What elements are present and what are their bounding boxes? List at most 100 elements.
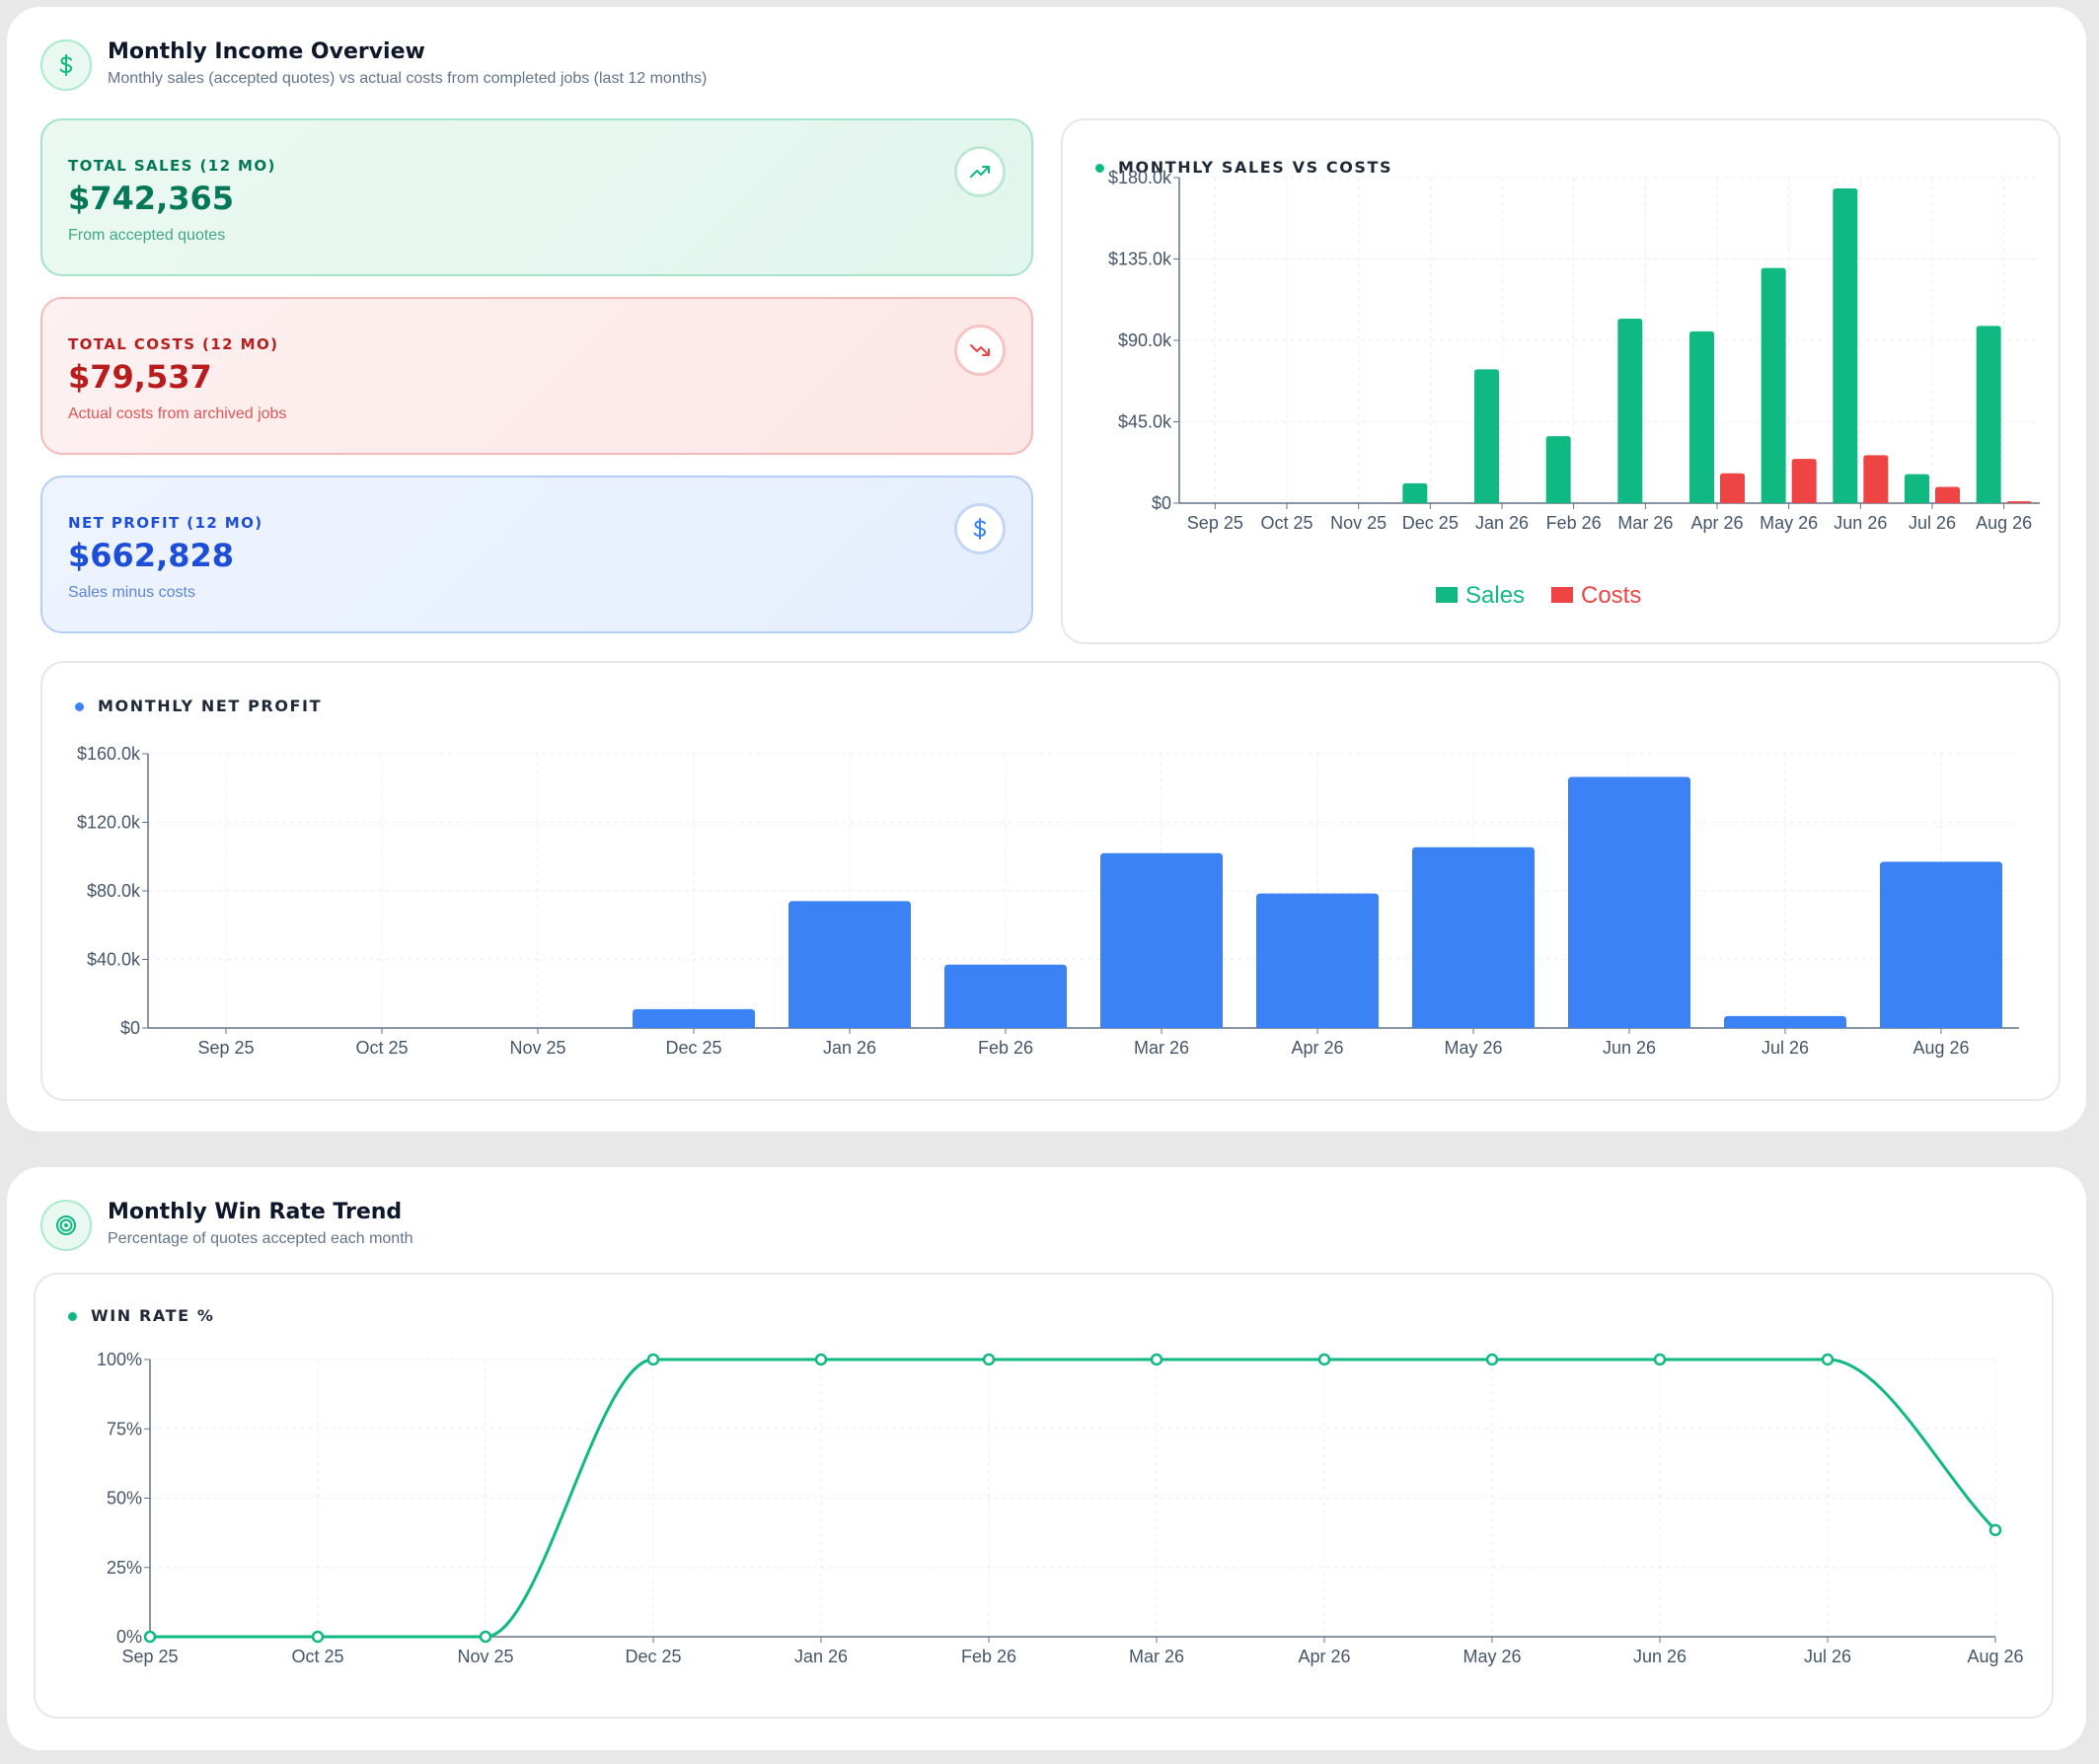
stat-value: $79,537 (68, 358, 212, 396)
x-tick-label: Mar 26 (1617, 513, 1673, 533)
win-rate-point (1653, 1353, 1667, 1366)
net-profit-card: NET PROFIT (12 MO) $662,828 Sales minus … (40, 476, 1033, 633)
bar-profit (1724, 1015, 1846, 1028)
bar-sales (1617, 319, 1643, 503)
stat-value: $662,828 (68, 537, 235, 574)
x-tick-label: Jan 26 (1475, 513, 1529, 533)
x-tick-label: Dec 25 (1402, 513, 1459, 533)
x-tick-label: Jan 26 (823, 1038, 876, 1058)
y-tick-label: 75% (107, 1419, 142, 1438)
trending-up-icon (954, 146, 1006, 197)
bar-profit (788, 901, 911, 1028)
x-tick-label: Jul 26 (1804, 1647, 1851, 1666)
win-rate-point (1317, 1353, 1331, 1366)
x-tick-label: Dec 25 (625, 1647, 681, 1666)
bar-sales (1474, 369, 1499, 503)
stat-desc: From accepted quotes (68, 227, 226, 244)
chart-title: MONTHLY NET PROFIT (98, 697, 323, 715)
stat-label: TOTAL SALES (12 MO) (68, 157, 276, 175)
dollar-icon (954, 503, 1006, 554)
title-dot (75, 702, 84, 711)
x-tick-label: Feb 26 (1546, 513, 1602, 533)
x-tick-label: Apr 26 (1291, 1038, 1343, 1058)
x-tick-label: Aug 26 (1976, 513, 2032, 533)
net-profit-chart: $0 $40.0k $80.0k $120.0k $160.0k Sep 25 Oct 25… (77, 744, 2019, 1058)
y-tick-label: $0 (120, 1018, 140, 1038)
x-tick-label: Jun 26 (1603, 1038, 1656, 1058)
win-rate-point (311, 1630, 325, 1644)
x-tick-label: May 26 (1462, 1647, 1521, 1666)
sales-vs-costs-card: MONTHLY SALES VS COSTS $0 $45.0k $90.0k $13… (1061, 118, 2061, 644)
x-tick-label: Apr 26 (1690, 513, 1743, 533)
income-subtitle: Monthly sales (accepted quotes) vs actua… (108, 70, 708, 87)
stat-desc: Sales minus costs (68, 584, 195, 601)
y-tick-label: $45.0k (1118, 412, 1172, 432)
x-tick-label: Sep 25 (1187, 513, 1243, 533)
bar-costs (1935, 486, 1960, 503)
x-tick-label: Feb 26 (978, 1038, 1033, 1058)
x-tick-label: Aug 26 (1912, 1038, 1969, 1058)
x-tick-label: Nov 25 (509, 1038, 565, 1058)
stat-desc: Actual costs from archived jobs (68, 405, 287, 422)
x-tick-label: Mar 26 (1129, 1647, 1184, 1666)
x-tick-label: Jun 26 (1834, 513, 1887, 533)
win-rate-point (1485, 1353, 1499, 1366)
win-rate-point (646, 1353, 660, 1366)
bar-sales (1833, 188, 1858, 503)
total-sales-card: TOTAL SALES (12 MO) $742,365 From accept… (40, 118, 1033, 276)
x-tick-label: Oct 25 (355, 1038, 408, 1058)
bar-profit (1100, 852, 1223, 1028)
y-tick-label: 0% (116, 1627, 142, 1647)
y-tick-label: $40.0k (87, 950, 141, 970)
legend-swatch (1551, 587, 1573, 603)
x-tick-label: Feb 26 (961, 1647, 1016, 1666)
bar-profit (1880, 861, 2002, 1028)
x-tick-label: Jul 26 (1762, 1038, 1809, 1058)
target-icon (40, 1200, 92, 1251)
x-tick-label: Apr 26 (1298, 1647, 1350, 1666)
net-profit-chart-card: MONTHLY NET PROFIT $0 $40.0k $80.0k $120.0k… (40, 661, 2061, 1101)
y-tick-label: 50% (107, 1489, 142, 1508)
y-tick-label: $135.0k (1108, 250, 1172, 269)
x-tick-label: Oct 25 (291, 1647, 343, 1666)
y-tick-label: $80.0k (87, 881, 141, 901)
bar-sales (1402, 482, 1428, 503)
y-tick-label: $90.0k (1118, 331, 1172, 350)
stat-label: NET PROFIT (12 MO) (68, 514, 263, 532)
bar-costs (1863, 455, 1889, 503)
y-tick-label: $120.0k (77, 813, 141, 833)
legend-swatch (1436, 587, 1458, 603)
win-rate-chart: 0% 25% 50% 75% 100% Sep 25 Oct 25 Nov 25 Dec 25 J… (97, 1350, 2024, 1666)
bar-sales (1976, 326, 2001, 503)
win-rate-point (814, 1353, 828, 1366)
bar-sales (1545, 436, 1571, 503)
income-title: Monthly Income Overview (108, 39, 425, 64)
win-rate-point (479, 1630, 492, 1644)
x-tick-label: Jun 26 (1633, 1647, 1687, 1666)
x-tick-label: Dec 25 (665, 1038, 721, 1058)
x-tick-label: Nov 25 (457, 1647, 513, 1666)
stat-label: TOTAL COSTS (12 MO) (68, 335, 279, 353)
y-tick-label: $180.0k (1108, 168, 1172, 187)
bar-profit (1412, 846, 1535, 1028)
x-tick-label: Jan 26 (794, 1647, 848, 1666)
bar-profit (633, 1008, 755, 1028)
y-tick-label: $0 (1152, 493, 1171, 513)
x-tick-label: Nov 25 (1330, 513, 1387, 533)
x-tick-label: Sep 25 (121, 1647, 178, 1666)
x-tick-label: May 26 (1444, 1038, 1502, 1058)
win-rate-card: WIN RATE % 0% 25% 50% 75% 100% Sep 25 Oct 25 No… (34, 1273, 2054, 1719)
bar-profit (1256, 893, 1379, 1028)
bar-profit (944, 964, 1067, 1028)
x-tick-label: Oct 25 (1260, 513, 1312, 533)
x-tick-label: Sep 25 (197, 1038, 254, 1058)
x-tick-label: Jul 26 (1909, 513, 1956, 533)
win-title: Monthly Win Rate Trend (108, 1200, 403, 1224)
bar-profit (1568, 776, 1690, 1028)
y-tick-label: 25% (107, 1558, 142, 1578)
bar-sales (1905, 474, 1929, 503)
title-dot (1095, 164, 1104, 173)
total-costs-card: TOTAL COSTS (12 MO) $79,537 Actual costs… (40, 297, 1033, 455)
win-rate-point (143, 1630, 157, 1644)
bar-costs (2006, 501, 2032, 503)
